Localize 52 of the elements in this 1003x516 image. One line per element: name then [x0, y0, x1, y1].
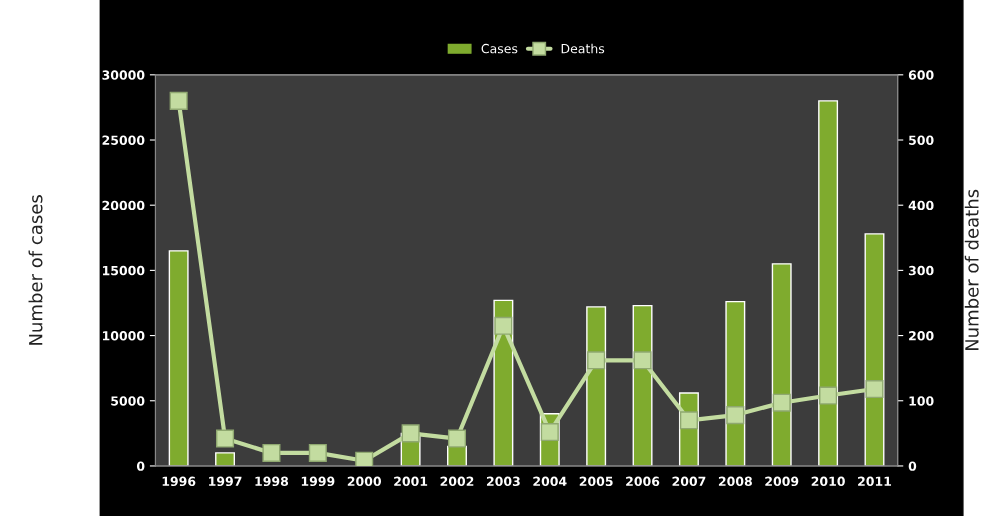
- x-tick-label: 1998: [255, 476, 289, 487]
- x-tick-label: 1999: [301, 476, 335, 487]
- point: [401, 424, 420, 443]
- x-tick-label: 2005: [579, 476, 613, 487]
- x-tick-label: 2011: [858, 476, 892, 487]
- x-tick-label: 2007: [672, 476, 706, 487]
- y-tick-label: 25000: [102, 135, 145, 145]
- legend-label: Cases: [481, 43, 518, 54]
- x-tick-label: 2006: [626, 476, 660, 487]
- legend-label: Deaths: [561, 43, 605, 54]
- y-tick-label: 10000: [102, 331, 145, 341]
- y2-tick-label: 500: [909, 135, 934, 145]
- x-tick-label: 2003: [486, 476, 520, 487]
- bar: [215, 452, 236, 466]
- y-tick-label: 0: [136, 461, 145, 471]
- x-tick-label: 2010: [811, 476, 845, 487]
- point: [262, 443, 281, 462]
- y-tick-label: 20000: [102, 200, 145, 211]
- x-tick-label: 2009: [765, 476, 799, 487]
- x-tick-label: 2004: [533, 476, 567, 487]
- bar: [771, 263, 792, 466]
- x-tick-label: 2001: [394, 476, 428, 487]
- point: [726, 406, 745, 425]
- y2-tick-label: 600: [908, 70, 934, 80]
- y-axis-title: Number of cases: [28, 195, 43, 345]
- point: [587, 351, 606, 370]
- point: [865, 379, 884, 399]
- bar: [864, 233, 885, 466]
- point: [447, 429, 467, 448]
- x-tick-label: 2008: [718, 476, 752, 487]
- y2-tick-label: 300: [908, 265, 934, 276]
- y2-tick-label: 100: [909, 396, 934, 406]
- y-tick-label: 5000: [111, 396, 145, 406]
- x-tick-label: 2000: [347, 476, 382, 487]
- y-tick-label: 30000: [102, 70, 145, 80]
- point: [819, 386, 838, 405]
- x-tick-label: 2002: [440, 476, 474, 487]
- point: [169, 91, 188, 110]
- y2-tick-label: 0: [908, 461, 917, 471]
- point: [216, 429, 235, 448]
- y2-tick-label: 400: [908, 200, 934, 211]
- point: [772, 393, 791, 412]
- point: [633, 351, 652, 370]
- x-tick-label: 1996: [162, 476, 196, 487]
- bar: [168, 250, 189, 466]
- x-tick-label: 1997: [209, 476, 242, 487]
- point: [494, 316, 513, 335]
- bar: [818, 100, 839, 466]
- y2-tick-label: 200: [909, 331, 934, 341]
- y-tick-label: 15000: [102, 265, 145, 276]
- y2-axis-title: Number of deaths: [964, 189, 979, 351]
- point: [308, 443, 327, 462]
